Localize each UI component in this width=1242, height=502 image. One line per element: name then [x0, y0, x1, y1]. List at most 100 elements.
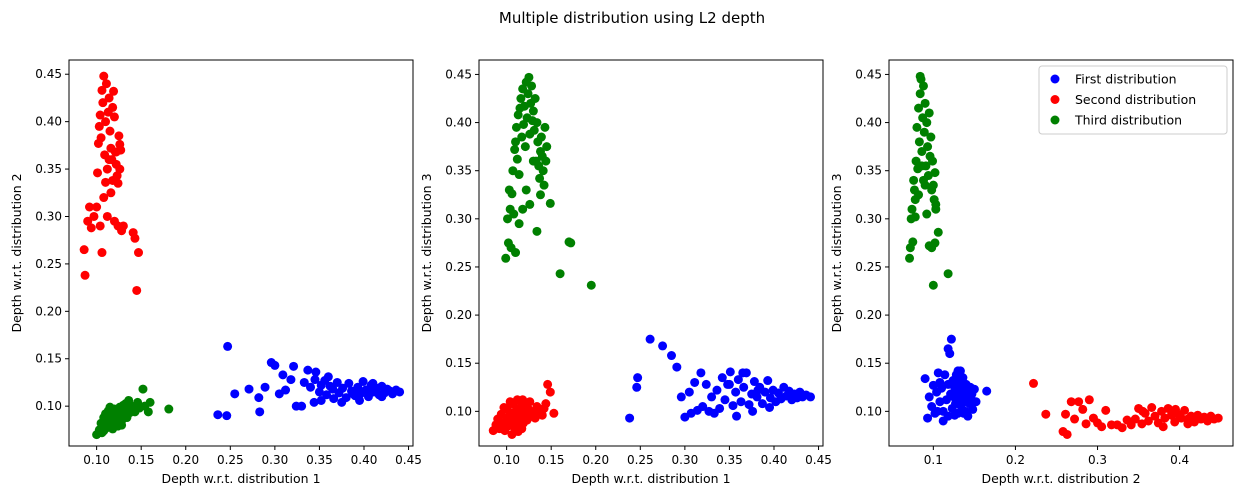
- point-series-1: [724, 379, 734, 389]
- point-series-1: [625, 413, 635, 423]
- point-series-3: [910, 212, 920, 222]
- point-series-3: [536, 132, 546, 142]
- x-tick-label: 0.10: [493, 453, 520, 467]
- point-series-2: [89, 211, 99, 221]
- x-tick-label: 0.10: [83, 453, 110, 467]
- point-series-2: [1041, 409, 1051, 419]
- point-series-3: [540, 122, 550, 132]
- point-series-2: [83, 216, 93, 226]
- point-series-3: [528, 156, 538, 166]
- point-series-3: [930, 168, 940, 178]
- x-axis-label: Depth w.r.t. distribution 1: [571, 471, 730, 486]
- chart-points: [905, 71, 1223, 439]
- point-series-1: [765, 403, 775, 412]
- point-series-2: [86, 223, 96, 233]
- point-series-1: [299, 377, 309, 387]
- figure-title: Multiple distribution using L2 depth: [499, 9, 765, 27]
- point-series-2: [1130, 414, 1140, 424]
- point-series-1: [932, 406, 942, 416]
- y-tick-label: 0.45: [35, 67, 62, 81]
- y-tick-label: 0.25: [855, 260, 882, 274]
- chart-panel-1: 0.10 0.15 0.20 0.25 0.30 0.35 0.40 0.45 0.10 0.15…: [9, 59, 422, 486]
- point-series-1: [323, 372, 333, 382]
- point-series-3: [555, 269, 565, 279]
- legend-box: [1038, 65, 1228, 135]
- point-series-3: [511, 248, 521, 258]
- point-series-2: [1097, 422, 1107, 432]
- point-series-2: [101, 79, 111, 89]
- point-series-1: [943, 344, 953, 354]
- point-series-3: [514, 170, 524, 180]
- plot-frame: [68, 59, 414, 447]
- point-series-3: [923, 142, 933, 152]
- point-series-3: [530, 94, 540, 103]
- point-series-1: [749, 377, 759, 387]
- point-series-1: [286, 375, 296, 385]
- point-series-2: [499, 403, 509, 412]
- x-tick-label: 0.45: [395, 453, 422, 467]
- point-series-1: [707, 392, 717, 402]
- point-series-2: [96, 133, 106, 143]
- x-tick-label: 0.1: [924, 453, 943, 467]
- point-series-2: [1081, 419, 1091, 429]
- point-series-2: [545, 387, 555, 397]
- point-series-1: [924, 392, 934, 402]
- point-series-1: [690, 377, 700, 387]
- point-series-1: [344, 378, 354, 388]
- point-series-1: [289, 361, 299, 371]
- point-series-3: [511, 137, 521, 147]
- y-tick-label: 0.15: [445, 356, 472, 370]
- point-series-2: [101, 117, 111, 127]
- point-series-2: [1062, 429, 1072, 439]
- point-series-3: [539, 180, 549, 190]
- point-series-2: [80, 270, 90, 280]
- point-series-2: [1163, 403, 1173, 413]
- point-series-1: [676, 392, 686, 402]
- x-tick-label: 0.40: [351, 453, 378, 467]
- point-series-3: [928, 180, 938, 190]
- x-tick-label: 0.15: [128, 453, 155, 467]
- x-tick-label: 0.15: [538, 453, 565, 467]
- point-series-3: [930, 238, 940, 248]
- point-series-3: [138, 384, 148, 394]
- y-tick-label: 0.45: [855, 67, 882, 81]
- point-series-2: [1180, 405, 1190, 415]
- point-series-1: [753, 385, 763, 395]
- point-series-1: [732, 411, 742, 421]
- point-series-2: [99, 193, 109, 203]
- point-series-1: [230, 389, 240, 399]
- point-series-2: [97, 85, 107, 95]
- point-series-1: [757, 399, 767, 409]
- point-series-2: [95, 221, 105, 231]
- point-series-3: [922, 118, 932, 128]
- point-series-2: [102, 164, 112, 174]
- point-series-2: [111, 147, 121, 157]
- x-tick-label: 0.3: [1088, 453, 1107, 467]
- x-axis-label: Depth w.r.t. distribution 2: [981, 471, 1140, 486]
- point-series-3: [514, 219, 524, 229]
- point-series-2: [1150, 411, 1160, 421]
- point-series-3: [924, 108, 934, 118]
- point-series-1: [684, 387, 694, 397]
- point-series-2: [105, 126, 115, 136]
- point-series-3: [586, 280, 596, 290]
- legend-marker: [1050, 115, 1060, 125]
- point-series-1: [720, 395, 730, 405]
- point-series-1: [332, 377, 342, 387]
- point-series-1: [254, 393, 264, 403]
- point-series-1: [950, 410, 960, 420]
- point-series-1: [920, 374, 930, 384]
- point-series-3: [99, 426, 109, 436]
- legend: First distribution Second distribution Thi…: [1038, 65, 1228, 135]
- point-series-3: [532, 226, 542, 236]
- point-series-2: [1074, 397, 1084, 407]
- point-series-1: [733, 375, 743, 385]
- point-series-1: [222, 411, 232, 421]
- legend-label: Second distribution: [1075, 92, 1196, 107]
- point-series-3: [527, 81, 537, 91]
- point-series-1: [270, 360, 280, 370]
- point-series-1: [739, 382, 749, 392]
- point-series-2: [109, 112, 119, 122]
- point-series-1: [368, 378, 378, 388]
